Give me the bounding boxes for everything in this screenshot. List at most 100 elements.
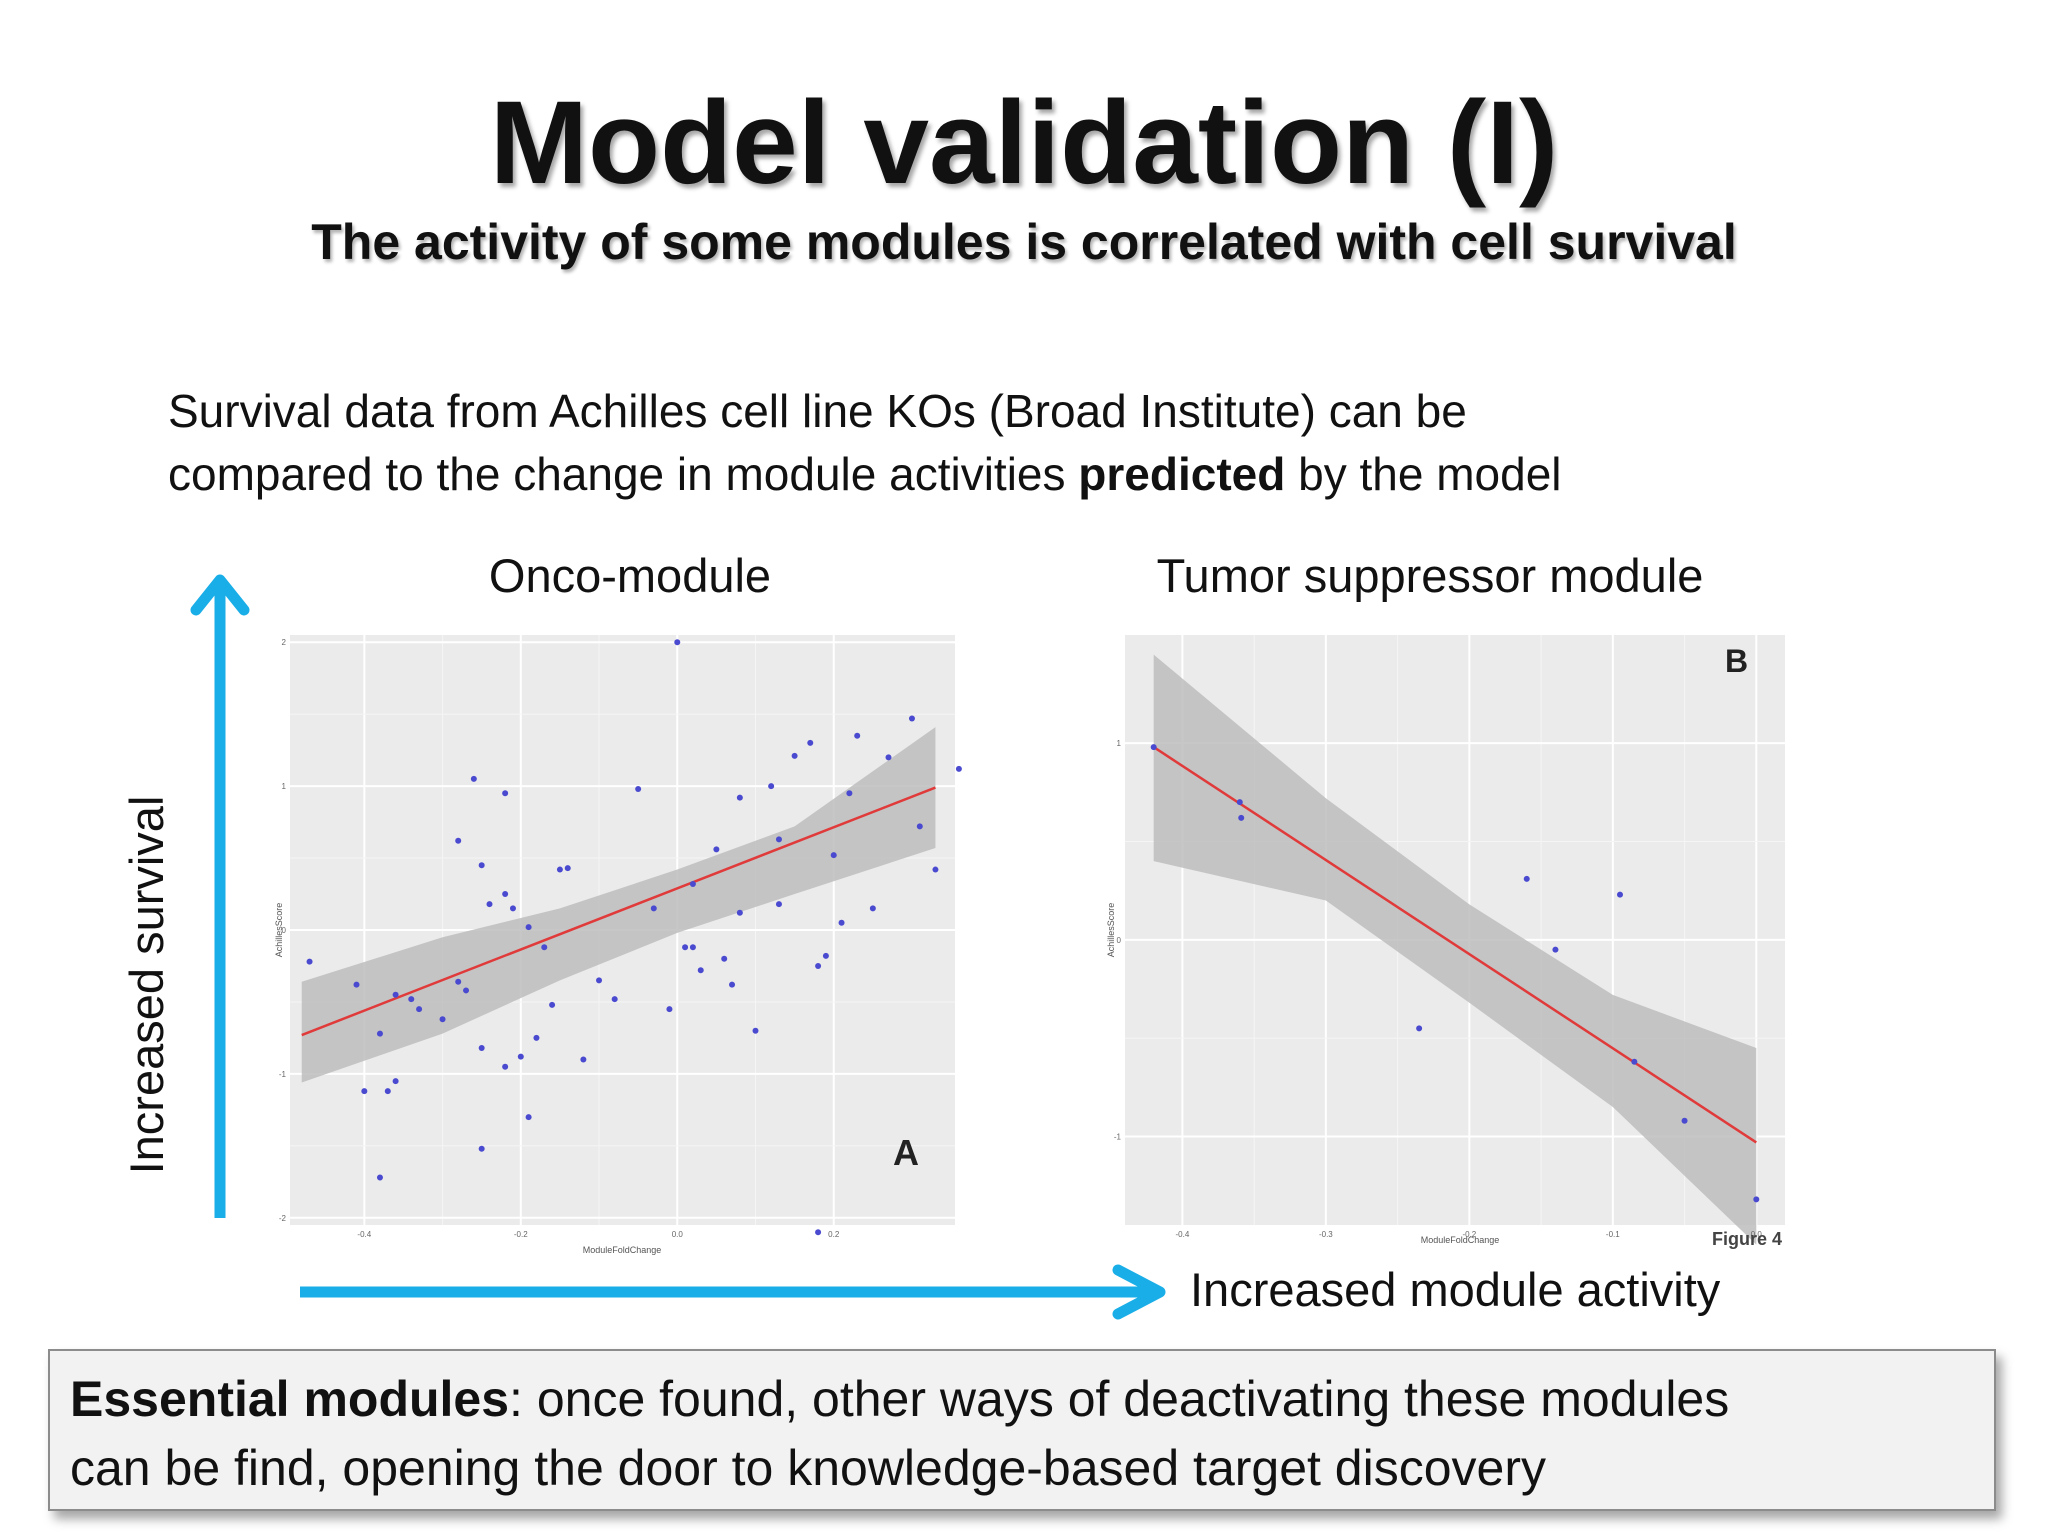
chart-a-data-point <box>932 866 939 873</box>
chart-a-data-point <box>729 981 736 988</box>
chart-a-data-point <box>596 977 603 984</box>
chart-b-data-point <box>1631 1058 1638 1065</box>
chart-b-figure-caption: Figure 4 <box>1712 1229 1782 1249</box>
chart-b-data-point <box>1238 814 1245 821</box>
module-activity-arrow-icon <box>300 1264 1166 1320</box>
chart-a-data-point <box>509 905 516 912</box>
chart-a-y-tick-label: 0 <box>282 926 287 935</box>
chart-a-data-point <box>455 978 462 985</box>
intro-line-2-end: by the model <box>1285 448 1562 500</box>
chart-a-regression-line <box>301 786 936 1037</box>
chart-a-data-point <box>392 1078 399 1085</box>
chart-b-confidence-band <box>1153 654 1757 1245</box>
chart-b-x-tick-label: 0.0 <box>1751 1230 1763 1239</box>
chart-a-data-point <box>689 944 696 951</box>
chart-b-regression-line <box>1153 746 1757 1144</box>
chart-a-data-point <box>556 866 563 873</box>
chart-a-data-point <box>807 739 814 746</box>
chart-b-data-point <box>1617 891 1623 898</box>
chart-a-data-point <box>815 962 822 969</box>
essential-modules-callout: Essential modules: once found, other way… <box>48 1349 1996 1511</box>
chart-a-data-point <box>697 967 704 974</box>
callout-line-2: can be find, opening the door to knowled… <box>70 1440 1546 1496</box>
chart-a-y-tick-label: 2 <box>282 638 287 647</box>
intro-emphasis: predicted <box>1078 448 1286 500</box>
y-axis-arrow-label: Increased survival <box>120 795 173 1175</box>
chart-a-x-label: ModuleFoldChange <box>583 1245 662 1255</box>
chart-a-data-point <box>486 901 493 908</box>
chart-a-data-point <box>689 880 696 887</box>
chart-a-data-point <box>650 905 657 912</box>
chart-a-data-point <box>541 944 548 951</box>
chart-a-data-point <box>361 1088 368 1095</box>
chart-a-data-point <box>854 732 861 739</box>
chart-a-data-point <box>439 1016 446 1023</box>
chart-b: -0.4 -0.3 -0.2 -0.1 0.0 -1 0 1 B Figure 4 Modul… <box>1106 635 1785 1249</box>
chart-a-data-point <box>478 862 485 869</box>
chart-a-data-point <box>384 1088 391 1095</box>
chart-a-data-point <box>353 981 360 988</box>
chart-b-x-tick-label: -0.1 <box>1606 1230 1620 1239</box>
chart-a-x-tick-label: -0.2 <box>514 1230 528 1239</box>
chart-b-x-label: ModuleFoldChange <box>1421 1235 1500 1245</box>
callout-line-1-text: : once found, other ways of deactivating… <box>509 1371 1730 1427</box>
chart-a-data-point <box>916 823 923 830</box>
chart-a: -0.4 -0.2 0.0 0.2 -2 -1 0 1 2 A ModuleFoldChange… <box>274 635 962 1255</box>
chart-a-data-point <box>376 1174 383 1181</box>
intro-line-2-start: compared to the change in module activit… <box>168 448 1079 500</box>
chart-a-data-point <box>775 836 782 843</box>
chart-b-title: Tumor suppressor module <box>1156 549 1704 602</box>
chart-b-data-point <box>1523 875 1530 882</box>
chart-a-data-point <box>564 865 571 872</box>
chart-a-data-point <box>666 1006 673 1013</box>
chart-a-data-point <box>815 1229 822 1236</box>
chart-a-y-tick-label: -2 <box>279 1214 287 1223</box>
chart-a-data-point <box>682 944 689 951</box>
chart-a-x-tick-label: 0.0 <box>672 1230 684 1239</box>
chart-a-data-point <box>838 919 845 926</box>
chart-a-data-point <box>392 991 399 998</box>
intro-text: Survival data from Achilles cell line KO… <box>168 380 1868 506</box>
chart-a-data-point <box>955 765 962 772</box>
chart-b-y-label: AchillesScore <box>1106 903 1116 958</box>
chart-a-data-point <box>525 924 532 931</box>
chart-a-data-point <box>822 952 829 959</box>
chart-a-data-point <box>376 1030 383 1037</box>
chart-a-data-point <box>885 754 892 761</box>
chart-a-data-point <box>752 1027 759 1034</box>
x-axis-arrow-label: Increased module activity <box>1190 1263 1721 1316</box>
chart-a-confidence-band <box>301 727 936 1083</box>
chart-a-data-point <box>721 955 728 962</box>
chart-a-data-point <box>478 1145 485 1152</box>
chart-a-x-tick-label: 0.2 <box>828 1230 840 1239</box>
chart-a-data-point <box>517 1053 524 1060</box>
chart-a-data-point <box>306 958 313 965</box>
chart-b-panel-letter: B <box>1725 643 1748 679</box>
chart-b-y-tick-label: 0 <box>1117 936 1122 945</box>
chart-a-y-tick-label: 1 <box>282 782 287 791</box>
chart-a-data-point <box>736 794 743 801</box>
chart-a-data-point <box>549 1001 556 1008</box>
chart-a-data-point <box>768 783 775 790</box>
chart-a-title: Onco-module <box>488 549 772 602</box>
chart-b-data-point <box>1753 1196 1760 1203</box>
chart-a-data-point <box>533 1034 540 1041</box>
callout-emphasis: Essential modules <box>70 1371 510 1427</box>
chart-a-data-point <box>478 1045 485 1051</box>
chart-b-x-tick-label: -0.2 <box>1462 1230 1476 1239</box>
chart-a-data-point <box>502 790 509 797</box>
chart-a-data-point <box>736 909 743 916</box>
chart-a-data-point <box>416 1006 423 1013</box>
chart-b-data-point <box>1552 946 1559 953</box>
chart-a-data-point <box>713 846 720 853</box>
chart-a-x-tick-label: -0.4 <box>357 1230 371 1239</box>
chart-b-x-tick-label: -0.3 <box>1319 1230 1333 1239</box>
survival-arrow-icon <box>190 574 250 1218</box>
chart-a-panel-letter: A <box>893 1132 919 1173</box>
intro-line-2: compared to the change in module activit… <box>168 443 1868 506</box>
slide-title: Model validation (I) <box>489 77 1559 209</box>
chart-a-data-point <box>635 785 642 792</box>
chart-a-data-point <box>455 837 462 844</box>
chart-b-data-point <box>1681 1117 1688 1124</box>
chart-b-x-tick-label: -0.4 <box>1175 1230 1189 1239</box>
